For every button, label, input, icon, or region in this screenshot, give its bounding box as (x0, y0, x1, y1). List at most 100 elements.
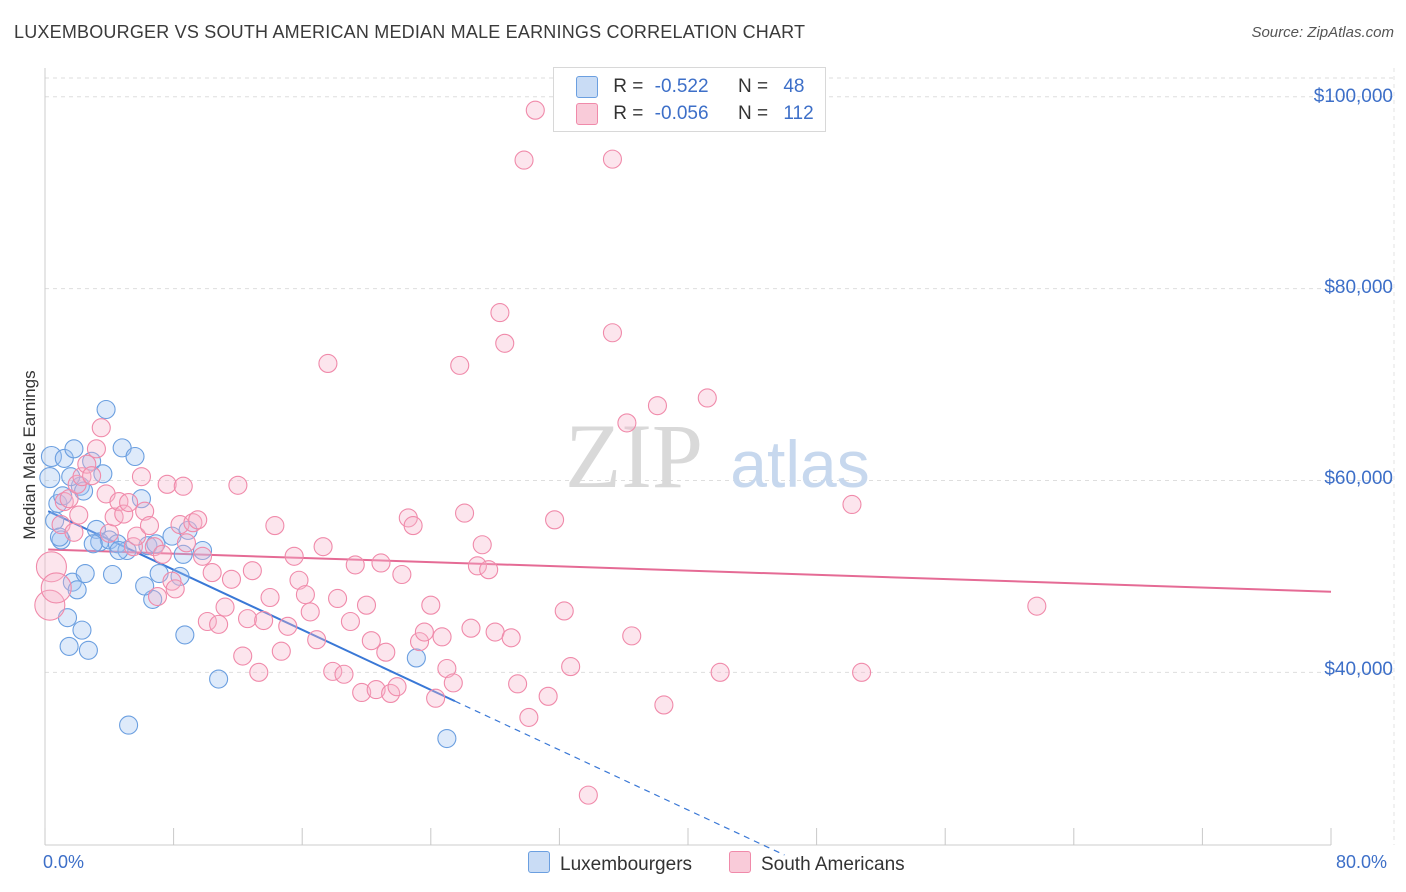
point-south-american (40, 572, 72, 604)
legend-r-value: -0.522 (654, 76, 709, 98)
trend-lines (47, 510, 1332, 856)
point-south-american (228, 475, 248, 495)
point-south-american (215, 597, 235, 617)
point-luxembourger (209, 669, 229, 689)
point-south-american (289, 570, 309, 590)
point-south-american (554, 601, 574, 621)
x-tick-label-min: 0.0% (43, 852, 85, 872)
point-luxembourger (119, 715, 139, 735)
point-south-american (334, 664, 354, 684)
point-south-american (260, 587, 280, 608)
legend-n-label: N = (737, 103, 769, 125)
source-text: Source: ZipAtlas.com (1251, 24, 1394, 41)
legend-r-label: R = (613, 76, 644, 98)
point-south-american (328, 588, 348, 609)
point-south-american (345, 555, 365, 575)
stats-legend: R = -0.522 N = 48 R = -0.056 N = 112 (553, 67, 826, 132)
point-south-american (34, 589, 66, 621)
watermark-atlas: atlas (730, 427, 869, 501)
point-luxembourger (192, 540, 213, 561)
y-tick-label-60000: $60,000 (1324, 468, 1393, 489)
point-south-american (366, 680, 386, 700)
point-south-american (545, 510, 565, 530)
point-luxembourger (173, 544, 193, 564)
point-south-american (144, 537, 164, 557)
point-south-american (455, 503, 475, 523)
point-south-american (313, 537, 333, 557)
point-luxembourger (39, 467, 61, 489)
point-south-american (202, 563, 222, 583)
point-south-american (392, 564, 412, 585)
point-luxembourger (61, 467, 81, 487)
point-south-american (188, 510, 208, 530)
point-luxembourger (86, 519, 106, 539)
point-luxembourger (109, 540, 129, 561)
watermark: ZIP atlas (565, 405, 870, 507)
point-luxembourger (146, 534, 166, 554)
point-south-american (91, 418, 111, 438)
point-luxembourger (54, 448, 74, 468)
point-south-american (710, 662, 730, 682)
point-south-american (361, 631, 381, 651)
point-south-american (842, 494, 862, 515)
point-south-american (376, 642, 396, 662)
point-south-american (119, 492, 139, 513)
legend-n-label: N = (737, 76, 769, 98)
point-south-american (1027, 596, 1047, 616)
point-luxembourger (102, 564, 123, 585)
point-south-american (514, 150, 534, 170)
point-south-american (450, 355, 470, 375)
y-axis-label: Median Male Earnings (20, 370, 39, 540)
point-south-american (221, 569, 242, 589)
legend-n-value: 112 (783, 103, 814, 125)
point-south-american (432, 627, 452, 647)
x-tick-label-max: 80.0% (1336, 852, 1388, 872)
point-south-american (35, 551, 67, 583)
legend-row-luxembourgers: R = -0.522 N = 48 (576, 76, 804, 100)
point-south-american (647, 396, 668, 416)
point-south-american (654, 695, 674, 715)
point-luxembourger (96, 399, 116, 420)
point-south-american (209, 614, 229, 634)
trend-line-luxembourgers (47, 510, 456, 703)
point-south-american (284, 546, 304, 566)
point-south-american (82, 466, 102, 486)
point-south-american (490, 303, 510, 323)
point-south-american (421, 595, 441, 615)
point-south-american (561, 657, 581, 677)
point-south-american (467, 556, 487, 576)
legend-row-south-americans: R = -0.056 N = 112 (576, 103, 814, 127)
point-south-american (131, 467, 151, 487)
point-south-american (99, 523, 119, 543)
point-south-american (242, 561, 262, 581)
point-luxembourger (138, 536, 158, 556)
point-south-american (176, 533, 197, 553)
point-south-american (622, 626, 642, 646)
point-south-american (437, 658, 457, 679)
point-south-american (501, 628, 521, 648)
point-luxembourger (131, 489, 151, 509)
point-luxembourger (107, 534, 127, 554)
y-tick-label-40000: $40,000 (1324, 659, 1393, 680)
point-south-american (356, 595, 377, 615)
point-south-american (461, 618, 481, 638)
point-south-american (300, 602, 320, 622)
point-south-american (233, 646, 253, 666)
point-south-american (318, 353, 338, 374)
point-south-american (602, 149, 622, 169)
point-south-american (173, 476, 193, 496)
point-south-american (139, 516, 160, 536)
point-south-american (340, 611, 360, 632)
legend-r-value: -0.056 (654, 103, 709, 125)
point-luxembourger (406, 648, 426, 668)
point-luxembourger (125, 446, 145, 467)
point-south-american (109, 492, 129, 512)
point-south-american (147, 587, 168, 607)
point-south-american (409, 632, 430, 652)
point-south-american (72, 467, 92, 487)
legend-swatch-blue (576, 76, 598, 98)
point-luxembourger (437, 728, 457, 749)
point-south-american (479, 560, 499, 580)
point-south-american (254, 610, 274, 631)
point-luxembourger (72, 620, 92, 640)
